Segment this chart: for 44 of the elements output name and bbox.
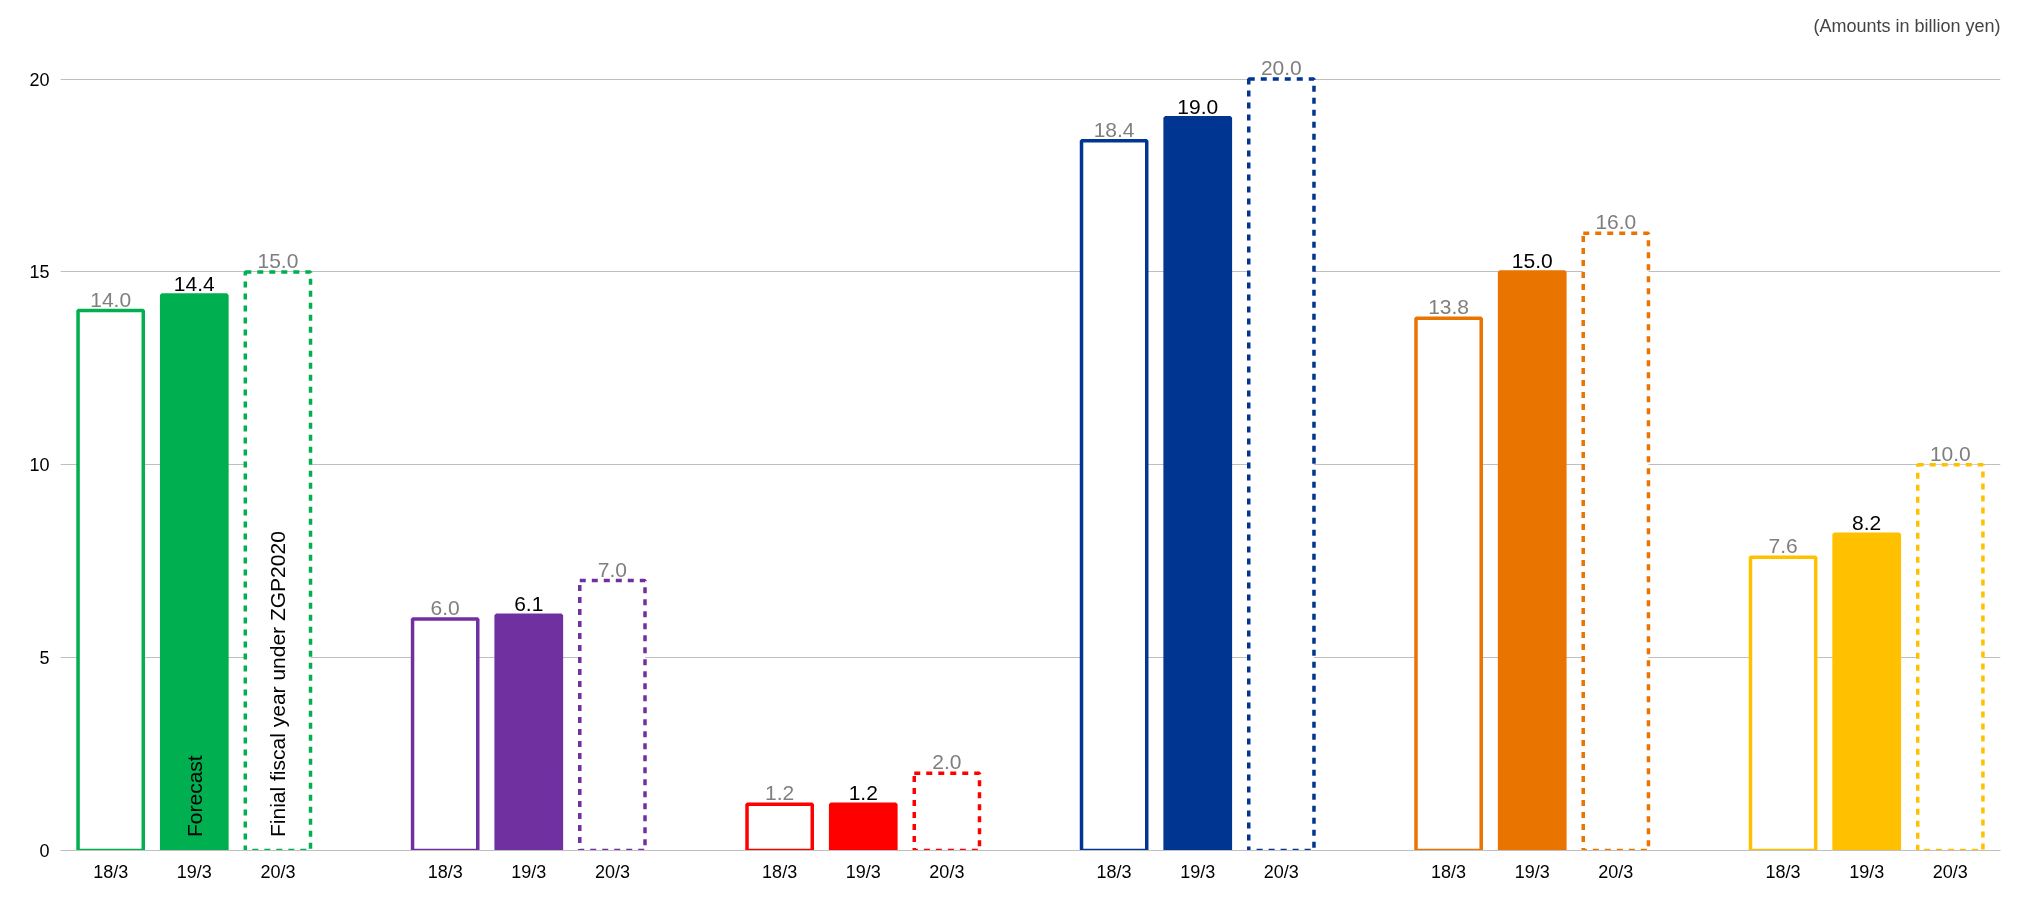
y-tick-label: 15 <box>29 262 50 283</box>
data-label: 8.2 <box>1852 511 1882 535</box>
data-label: 19.0 <box>1177 94 1219 118</box>
data-label: 14.0 <box>90 287 132 311</box>
x-tick-label: 19/3 <box>845 861 881 882</box>
data-label: 20.0 <box>1260 56 1302 80</box>
x-tick-label: 20/3 <box>594 861 630 882</box>
x-tick-label: 20/3 <box>1263 861 1299 882</box>
x-tick-label: 20/3 <box>929 861 965 882</box>
y-tick-label: 10 <box>29 455 50 476</box>
x-tick-label: 18/3 <box>93 861 129 882</box>
data-label: 1.2 <box>765 781 795 805</box>
y-tick-label: 5 <box>39 648 50 669</box>
data-label: 16.0 <box>1595 210 1637 234</box>
y-tick-label: 0 <box>39 841 50 861</box>
data-label: 18.4 <box>1093 117 1135 141</box>
x-tick-label: 18/3 <box>1765 861 1801 882</box>
x-tick-label: 18/3 <box>762 861 798 882</box>
data-label: 6.1 <box>514 592 544 616</box>
x-tick-label: 19/3 <box>1180 861 1216 882</box>
data-label: 15.0 <box>1511 248 1553 272</box>
x-tick-label: 19/3 <box>176 861 212 882</box>
x-tick-label: 18/3 <box>1431 861 1467 882</box>
data-label: 1.2 <box>848 781 878 805</box>
data-label: 2.0 <box>932 750 962 774</box>
data-label: 15.0 <box>257 248 299 272</box>
data-label: 10.0 <box>1929 441 1971 465</box>
data-label: 14.4 <box>173 272 216 296</box>
data-label: 7.0 <box>597 557 627 581</box>
y-tick-label: 20 <box>29 69 50 90</box>
x-tick-label: 19/3 <box>1514 861 1550 882</box>
data-label: 6.0 <box>430 596 460 620</box>
text: (Amounts in billion yen) <box>1813 15 2001 36</box>
data-label: 13.8 <box>1428 295 1470 319</box>
x-tick-label: 20/3 <box>260 861 296 882</box>
x-tick-label: 20/3 <box>1598 861 1634 882</box>
x-tick-label: 19/3 <box>511 861 547 882</box>
data-label: 7.6 <box>1768 534 1798 558</box>
annotation: Forecast <box>182 755 206 837</box>
x-tick-label: 20/3 <box>1932 861 1968 882</box>
x-tick-label: 19/3 <box>1849 861 1885 882</box>
x-tick-label: 18/3 <box>427 861 463 882</box>
annotation: Finial fiscal year under ZGP2020 <box>266 531 290 837</box>
x-tick-label: 18/3 <box>1096 861 1132 882</box>
